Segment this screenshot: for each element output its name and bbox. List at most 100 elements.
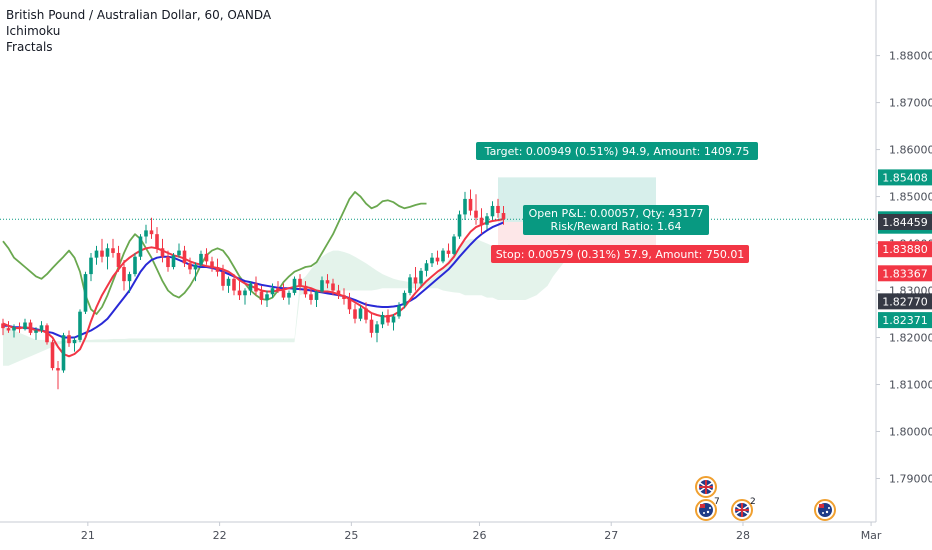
candle-body	[441, 250, 445, 262]
cloud-segment	[283, 338, 289, 343]
candle	[23, 318, 27, 331]
cloud-segment	[470, 238, 476, 296]
cloud-segment	[135, 338, 141, 343]
candle	[12, 324, 16, 338]
candle-body	[177, 250, 181, 256]
candle-body	[380, 314, 385, 325]
symbol-title: British Pound / Australian Dollar, 60, O…	[6, 8, 272, 22]
candle-body	[149, 230, 154, 235]
candle	[144, 224, 148, 244]
candle-body	[408, 277, 412, 293]
candle	[34, 327, 38, 340]
cloud-segment	[520, 254, 526, 300]
price-badge-label: 1.83367	[882, 267, 928, 280]
price-badge: 1.82770	[878, 293, 932, 310]
candle	[353, 303, 357, 324]
candle-body	[160, 248, 165, 257]
time-axis: 21 22 25 26 27 28 Mar	[0, 521, 882, 542]
candle	[490, 201, 495, 221]
indicator-ichimoku[interactable]: Ichimoku	[6, 24, 61, 38]
candle	[347, 292, 352, 315]
australia-flag-icon[interactable]: 7	[695, 497, 720, 521]
candle	[45, 323, 49, 345]
candle	[105, 243, 110, 270]
candle-body	[34, 330, 38, 333]
candle-body	[6, 328, 11, 331]
cloud-segment	[267, 338, 273, 343]
cloud-segment	[393, 278, 399, 289]
cloud-segment	[113, 338, 119, 343]
price-badge-label: 1.84459	[882, 216, 928, 229]
cloud-segment	[168, 338, 174, 343]
candle-body	[111, 248, 115, 253]
candle	[457, 210, 462, 239]
candle	[89, 252, 93, 282]
candle-body	[248, 283, 253, 291]
candle-body	[265, 294, 269, 300]
cloud-segment	[377, 270, 383, 290]
candle	[336, 284, 341, 300]
candle-body	[259, 291, 264, 300]
cloud-segment	[201, 338, 207, 343]
price-badge-label: 1.85408	[882, 171, 928, 184]
candle	[452, 234, 456, 256]
candle	[479, 208, 484, 235]
candle-body	[314, 291, 319, 300]
cloud-segment	[228, 338, 234, 343]
flag-star	[825, 510, 829, 514]
candle-body	[369, 319, 374, 333]
candle	[171, 252, 176, 270]
candle-body	[144, 230, 148, 237]
price-badge: 1.83367	[878, 265, 932, 282]
candle-body	[193, 264, 198, 270]
candle-body	[67, 335, 71, 344]
candle	[320, 276, 324, 293]
cloud-segment	[256, 338, 262, 343]
candle	[276, 281, 280, 293]
cloud-segment	[272, 338, 278, 343]
cloud-segment	[514, 253, 520, 300]
uk-flag-icon[interactable]: 2	[731, 497, 756, 521]
candle	[364, 302, 368, 324]
candle-body	[336, 290, 341, 296]
candle	[1, 318, 5, 336]
price-tick-label: 1.82000	[889, 332, 932, 345]
australia-flag-icon[interactable]	[814, 499, 836, 521]
candle-body	[94, 250, 99, 258]
uk-flag-icon[interactable]	[695, 476, 717, 498]
candle-body	[89, 257, 93, 275]
candle	[78, 309, 82, 343]
candle-body	[331, 283, 335, 291]
candle	[100, 238, 104, 263]
chart-legend: British Pound / Australian Dollar, 60, O…	[6, 7, 271, 55]
cloud-segment	[465, 238, 471, 296]
time-tick-label: 28	[736, 529, 750, 542]
candle	[259, 285, 264, 305]
cloud-segment	[289, 338, 295, 343]
candle	[133, 252, 137, 277]
indicator-fractals[interactable]: Fractals	[6, 40, 53, 54]
price-badge-bg	[878, 312, 932, 329]
target-label-text: Target: 0.00949 (0.51%) 94.9, Amount: 14…	[484, 145, 750, 158]
candle	[468, 189, 473, 216]
candle	[17, 322, 22, 333]
price-badge-label: 1.82371	[882, 314, 928, 327]
cloud-segment	[338, 250, 344, 291]
cloud-segment	[151, 338, 157, 343]
pnl-text: Open P&L: 0.00057, Qty: 43177	[529, 207, 704, 220]
risk-reward-text: Risk/Reward Ratio: 1.64	[551, 220, 682, 233]
target-label-box	[476, 142, 758, 160]
candle	[424, 260, 429, 277]
candle-body	[155, 234, 159, 249]
cloud-segment	[333, 250, 339, 291]
cloud-segment	[278, 338, 284, 343]
cloud-segment	[481, 241, 487, 298]
cloud-segment	[173, 338, 179, 343]
cloud-segment	[102, 339, 108, 343]
candle-body	[166, 256, 170, 268]
cloud-segment	[206, 338, 212, 343]
candle	[177, 243, 181, 258]
cloud-segment	[36, 339, 42, 354]
